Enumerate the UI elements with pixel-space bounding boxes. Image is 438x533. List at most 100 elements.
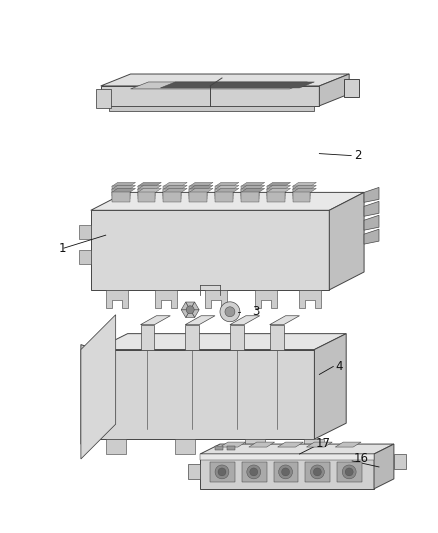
Polygon shape <box>163 192 181 203</box>
Polygon shape <box>304 439 324 454</box>
Polygon shape <box>267 192 285 203</box>
Polygon shape <box>96 350 314 439</box>
Polygon shape <box>163 187 181 196</box>
Circle shape <box>215 465 229 479</box>
Polygon shape <box>190 310 199 318</box>
Circle shape <box>279 465 293 479</box>
Polygon shape <box>112 182 135 187</box>
Polygon shape <box>101 86 319 106</box>
Polygon shape <box>293 185 316 189</box>
Polygon shape <box>185 325 199 350</box>
Circle shape <box>186 306 194 314</box>
Polygon shape <box>220 442 246 447</box>
Polygon shape <box>215 185 239 189</box>
Polygon shape <box>189 188 213 192</box>
Polygon shape <box>215 192 233 203</box>
Polygon shape <box>200 454 374 460</box>
Polygon shape <box>186 302 194 310</box>
Polygon shape <box>267 189 285 199</box>
Polygon shape <box>267 188 290 192</box>
Circle shape <box>342 465 356 479</box>
Text: 4: 4 <box>335 360 343 373</box>
Polygon shape <box>189 185 213 189</box>
Circle shape <box>220 302 240 322</box>
Polygon shape <box>255 290 277 308</box>
Polygon shape <box>81 345 96 444</box>
Polygon shape <box>293 187 311 196</box>
Polygon shape <box>337 462 362 482</box>
Circle shape <box>314 468 321 476</box>
Polygon shape <box>210 462 235 482</box>
Polygon shape <box>106 290 127 308</box>
Polygon shape <box>79 225 91 239</box>
Polygon shape <box>344 79 359 97</box>
Polygon shape <box>138 185 161 189</box>
Polygon shape <box>189 182 213 187</box>
Polygon shape <box>267 187 285 196</box>
Circle shape <box>345 468 353 476</box>
Polygon shape <box>138 188 161 192</box>
Polygon shape <box>163 182 187 187</box>
Polygon shape <box>274 462 298 482</box>
Polygon shape <box>278 442 304 447</box>
Polygon shape <box>245 439 265 454</box>
Polygon shape <box>181 310 190 318</box>
Polygon shape <box>181 302 190 310</box>
Polygon shape <box>241 188 265 192</box>
Polygon shape <box>364 229 379 244</box>
Polygon shape <box>374 444 394 489</box>
Polygon shape <box>364 188 379 203</box>
Polygon shape <box>163 188 187 192</box>
Circle shape <box>282 468 290 476</box>
Polygon shape <box>230 325 244 350</box>
Polygon shape <box>242 462 267 482</box>
Polygon shape <box>241 187 259 196</box>
Polygon shape <box>200 444 394 454</box>
Polygon shape <box>175 439 195 454</box>
Text: 2: 2 <box>354 149 362 162</box>
Polygon shape <box>188 464 200 479</box>
Polygon shape <box>215 188 239 192</box>
Polygon shape <box>241 182 265 187</box>
Polygon shape <box>155 290 177 308</box>
Polygon shape <box>205 290 227 308</box>
Polygon shape <box>141 325 155 350</box>
Polygon shape <box>215 187 233 196</box>
Polygon shape <box>364 201 379 216</box>
Polygon shape <box>163 189 181 199</box>
Polygon shape <box>227 446 235 450</box>
Polygon shape <box>96 334 346 350</box>
Polygon shape <box>141 316 170 325</box>
Polygon shape <box>241 192 259 203</box>
Text: 1: 1 <box>59 241 67 255</box>
Polygon shape <box>185 316 215 325</box>
Polygon shape <box>319 74 349 106</box>
Polygon shape <box>241 189 259 199</box>
Polygon shape <box>138 182 161 187</box>
Polygon shape <box>101 74 349 86</box>
Polygon shape <box>329 192 364 290</box>
Polygon shape <box>186 310 194 318</box>
Polygon shape <box>364 215 379 230</box>
Polygon shape <box>112 188 135 192</box>
Polygon shape <box>96 89 111 108</box>
Polygon shape <box>112 185 135 189</box>
Polygon shape <box>230 316 260 325</box>
Polygon shape <box>109 106 314 111</box>
Polygon shape <box>335 442 361 447</box>
Polygon shape <box>138 189 155 199</box>
Circle shape <box>250 468 258 476</box>
Polygon shape <box>189 192 207 203</box>
Polygon shape <box>91 192 364 211</box>
Polygon shape <box>293 188 316 192</box>
Polygon shape <box>305 462 330 482</box>
Polygon shape <box>300 290 321 308</box>
Text: 17: 17 <box>315 437 330 449</box>
Polygon shape <box>270 316 300 325</box>
Polygon shape <box>215 446 223 450</box>
Polygon shape <box>270 325 283 350</box>
Polygon shape <box>138 192 155 203</box>
Polygon shape <box>79 250 91 264</box>
Polygon shape <box>81 315 116 459</box>
Polygon shape <box>189 189 207 199</box>
